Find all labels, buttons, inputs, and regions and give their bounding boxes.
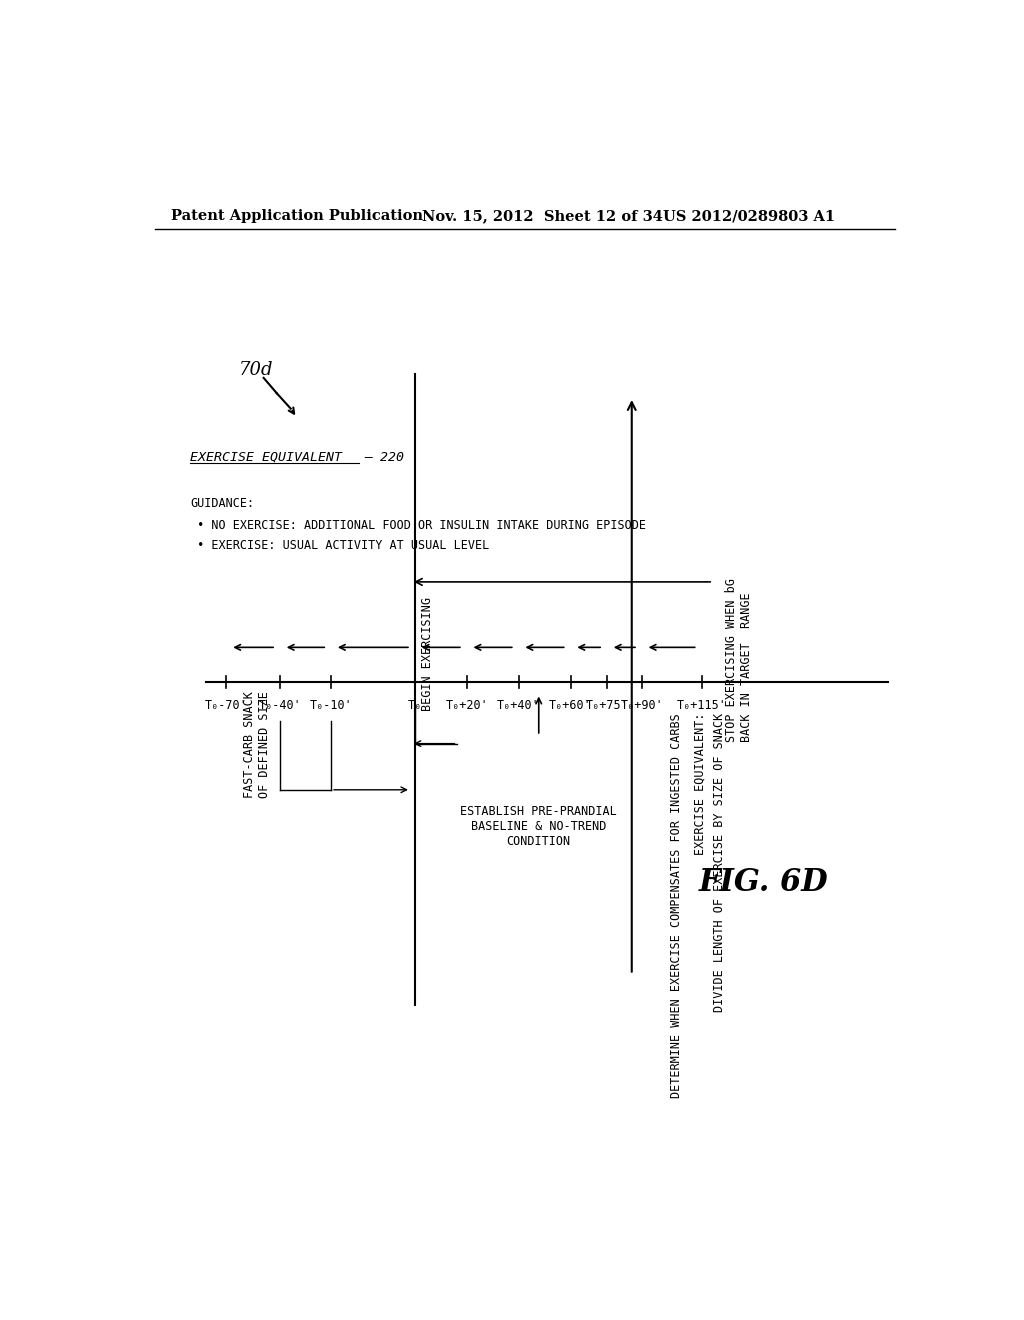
Text: BEGIN EXERCISING: BEGIN EXERCISING bbox=[421, 597, 434, 711]
Text: • NO EXERCISE: ADDITIONAL FOOD OR INSULIN INTAKE DURING EPISODE: • NO EXERCISE: ADDITIONAL FOOD OR INSULI… bbox=[190, 519, 646, 532]
Text: T₀: T₀ bbox=[408, 700, 422, 711]
Text: T₀+40': T₀+40' bbox=[498, 700, 540, 711]
Text: FAST-CARB SNACK
OF DEFINED SIZE: FAST-CARB SNACK OF DEFINED SIZE bbox=[243, 690, 270, 797]
Text: EXERCISE EQUIVALENT: EXERCISE EQUIVALENT bbox=[190, 451, 342, 465]
Text: Nov. 15, 2012  Sheet 12 of 34: Nov. 15, 2012 Sheet 12 of 34 bbox=[423, 209, 664, 223]
Text: T₀+20': T₀+20' bbox=[445, 700, 488, 711]
Text: ESTABLISH PRE-PRANDIAL
BASELINE & NO-TREND
CONDITION: ESTABLISH PRE-PRANDIAL BASELINE & NO-TRE… bbox=[461, 805, 617, 849]
Text: EXERCISE EQUIVALENT:: EXERCISE EQUIVALENT: bbox=[693, 713, 707, 855]
Text: T₀+90': T₀+90' bbox=[621, 700, 664, 711]
Text: US 2012/0289803 A1: US 2012/0289803 A1 bbox=[663, 209, 835, 223]
Text: • EXERCISE: USUAL ACTIVITY AT USUAL LEVEL: • EXERCISE: USUAL ACTIVITY AT USUAL LEVE… bbox=[190, 539, 489, 552]
Text: STOP EXERCISING WHEN bG
BACK IN TARGET  RANGE: STOP EXERCISING WHEN bG BACK IN TARGET R… bbox=[725, 578, 753, 742]
Text: T₀+75': T₀+75' bbox=[586, 700, 629, 711]
Text: GUIDANCE:: GUIDANCE: bbox=[190, 498, 254, 511]
Text: T₀+60': T₀+60' bbox=[549, 700, 592, 711]
Text: — 220: — 220 bbox=[365, 451, 404, 465]
Text: T₀-10': T₀-10' bbox=[309, 700, 352, 711]
Text: Patent Application Publication: Patent Application Publication bbox=[171, 209, 423, 223]
Text: DIVIDE LENGTH OF EXERCISE BY SIZE OF SNACK: DIVIDE LENGTH OF EXERCISE BY SIZE OF SNA… bbox=[713, 713, 726, 1012]
Text: DETERMINE WHEN EXERCISE COMPENSATES FOR INGESTED CARBS: DETERMINE WHEN EXERCISE COMPENSATES FOR … bbox=[671, 713, 683, 1097]
Text: T₀-70': T₀-70' bbox=[205, 700, 248, 711]
Text: 70d: 70d bbox=[239, 362, 273, 379]
Text: FIG. 6D: FIG. 6D bbox=[698, 867, 828, 898]
Text: T₀+115': T₀+115' bbox=[677, 700, 726, 711]
Text: T₀-40': T₀-40' bbox=[258, 700, 301, 711]
